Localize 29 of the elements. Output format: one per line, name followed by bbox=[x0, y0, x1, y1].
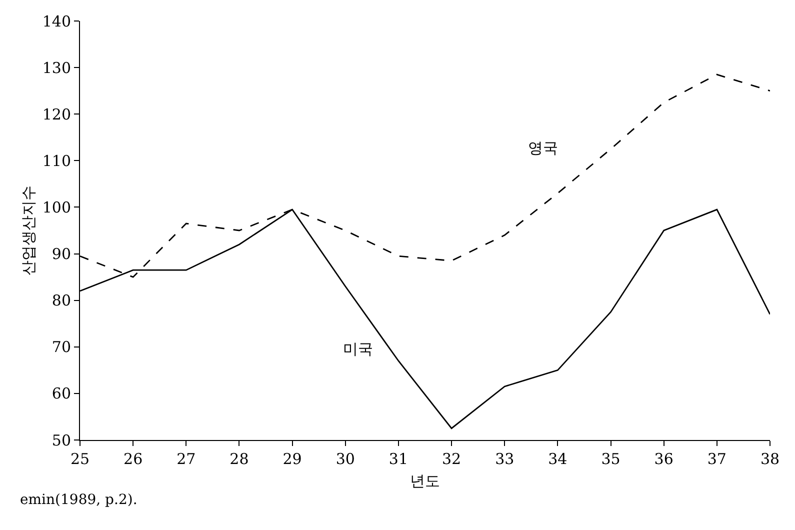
y-tick-label: 110 bbox=[42, 152, 71, 170]
x-tick-label: 31 bbox=[388, 450, 408, 468]
series-label: 미국 bbox=[343, 340, 373, 358]
x-tick-label: 37 bbox=[707, 450, 726, 468]
y-axis-title: 산업생산지수 bbox=[20, 186, 38, 276]
x-tick-label: 34 bbox=[548, 450, 568, 468]
x-tick-label: 33 bbox=[495, 450, 514, 468]
y-tick-label: 50 bbox=[52, 431, 71, 450]
y-tick-label: 60 bbox=[52, 384, 71, 403]
x-tick-label: 30 bbox=[336, 450, 355, 468]
y-tick-label: 90 bbox=[52, 245, 71, 264]
x-tick-label: 36 bbox=[654, 450, 674, 468]
x-tick-label: 25 bbox=[70, 450, 90, 468]
x-tick-label: 38 bbox=[760, 450, 780, 468]
text: emin(1989, p.2). bbox=[20, 492, 138, 508]
y-tick-label: 120 bbox=[42, 105, 71, 124]
x-axis-title: 년도 bbox=[410, 472, 440, 490]
y-tick-label: 130 bbox=[42, 58, 71, 77]
y-tick-label: 100 bbox=[42, 198, 71, 216]
x-tick-label: 26 bbox=[124, 450, 143, 468]
series-label: 영국 bbox=[528, 139, 558, 157]
y-tick-label: 80 bbox=[52, 292, 71, 310]
y-tick-label: 140 bbox=[42, 12, 71, 30]
x-tick-label: 28 bbox=[230, 450, 249, 468]
y-tick-label: 70 bbox=[52, 338, 71, 356]
x-tick-label: 32 bbox=[442, 450, 462, 468]
x-tick-label: 29 bbox=[282, 450, 302, 468]
x-tick-label: 27 bbox=[176, 450, 196, 468]
x-tick-label: 35 bbox=[601, 450, 620, 468]
